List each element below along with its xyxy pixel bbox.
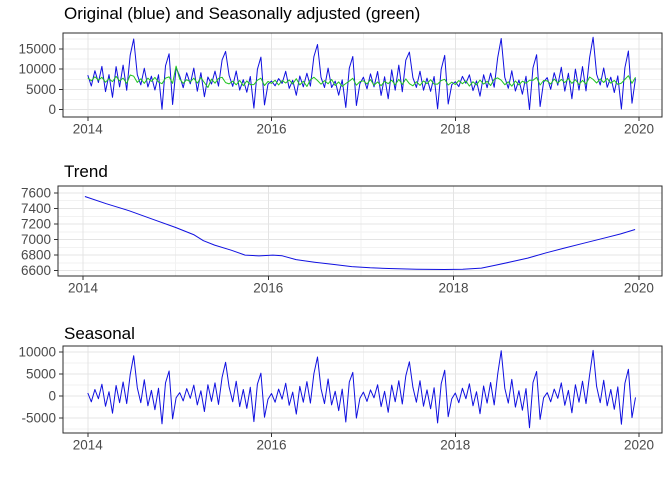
x-axis-tick-label: 2016 [253,281,283,296]
x-axis-tick-label: 2018 [440,438,470,453]
panel-border [57,185,663,277]
panel-original: 2014 2016 2018 2020 0 5000 10000 15000 [18,32,663,137]
gridlines [63,346,662,433]
gridlines [58,186,662,276]
x-axis-tick-label: 2016 [257,122,287,137]
panel-title-seasonal: Seasonal [64,324,135,343]
x-axis-tick-label: 2014 [73,122,104,137]
x-axis-tick-label: 2014 [73,438,104,453]
y-axis-tick-label: 7400 [21,201,51,216]
y-axis-tick-label: 7000 [21,232,51,247]
x-axis-tick-label: 2018 [440,122,470,137]
panel-title-trend: Trend [64,162,108,181]
y-axis-tick-label: 10000 [18,345,56,360]
y-axis-tick-label: 0 [48,389,56,404]
y-axis-tick-label: 5000 [26,82,56,97]
x-axis-tick-label: 2020 [624,438,654,453]
x-axis-tick-label: 2014 [68,281,99,296]
x-axis-tick-label: 2020 [624,122,654,137]
y-axis-tick-label: 5000 [26,367,56,382]
series-trend-line [84,196,636,270]
x-axis-tick-label: 2020 [624,281,654,296]
y-axis-tick-label: 7200 [21,217,51,232]
y-axis-tick-label: -5000 [21,411,56,426]
series-seasonally-adjusted-line [87,65,636,88]
x-axis-tick-label: 2016 [257,438,287,453]
gridlines [63,33,662,117]
y-axis-tick-label: 7600 [21,185,51,200]
y-axis-tick-label: 0 [48,102,56,117]
axes: 2014 2016 2018 2020 -5000 0 5000 10000 [18,345,654,453]
series-original-line [87,36,636,110]
panel-border [62,345,663,434]
x-axis-tick-label: 2018 [439,281,469,296]
panel-border [62,32,663,118]
series-seasonal-line [87,349,636,429]
y-axis-tick-label: 6800 [21,248,51,263]
y-axis-tick-label: 6600 [21,263,51,278]
panel-title-original: Original (blue) and Seasonally adjusted … [64,4,421,23]
axes: 2014 2016 2018 2020 0 5000 10000 15000 [18,41,654,136]
y-axis-tick-label: 10000 [18,62,56,77]
y-axis-tick-label: 15000 [18,41,56,56]
panel-seasonal: 2014 2016 2018 2020 -5000 0 5000 10000 [18,345,663,453]
